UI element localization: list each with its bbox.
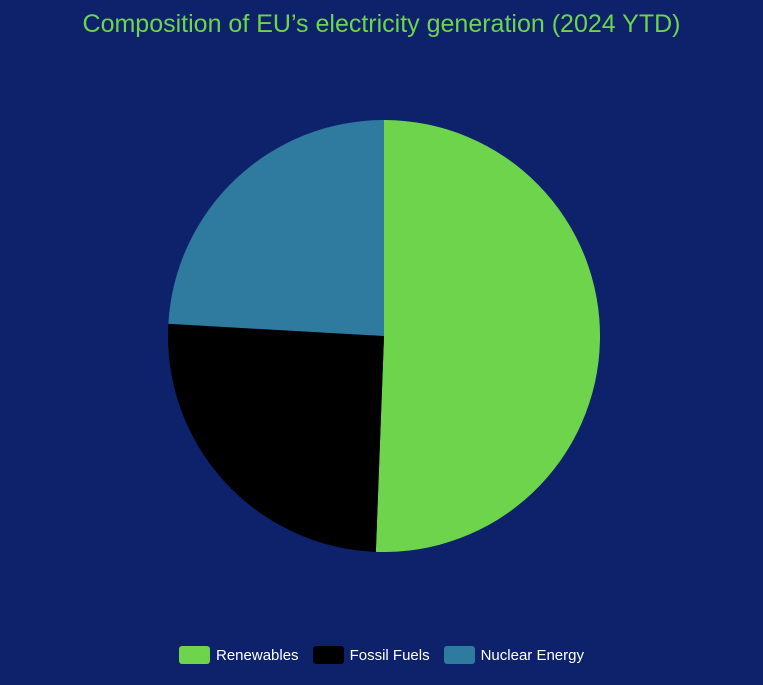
slice-fossil-fuels[interactable]: [167, 323, 384, 552]
legend-swatch-fossil-fuels: [312, 646, 344, 664]
legend-item-fossil-fuels[interactable]: Fossil Fuels: [312, 646, 430, 664]
slice-nuclear-energy[interactable]: [168, 120, 384, 336]
chart-title: Composition of EU’s electricity generati…: [82, 10, 681, 38]
legend-label-fossil-fuels: Fossil Fuels: [349, 646, 430, 664]
legend: Renewables Fossil Fuels Nuclear Energy: [0, 646, 763, 664]
legend-label-nuclear-energy: Nuclear Energy: [480, 646, 584, 664]
legend-item-nuclear-energy[interactable]: Nuclear Energy: [443, 646, 584, 664]
legend-item-renewables[interactable]: Renewables: [179, 646, 299, 664]
legend-swatch-renewables: [179, 646, 210, 664]
slice-renewables[interactable]: [375, 120, 601, 552]
legend-swatch-nuclear-energy: [443, 646, 475, 664]
legend-label-renewables: Renewables: [216, 646, 299, 664]
